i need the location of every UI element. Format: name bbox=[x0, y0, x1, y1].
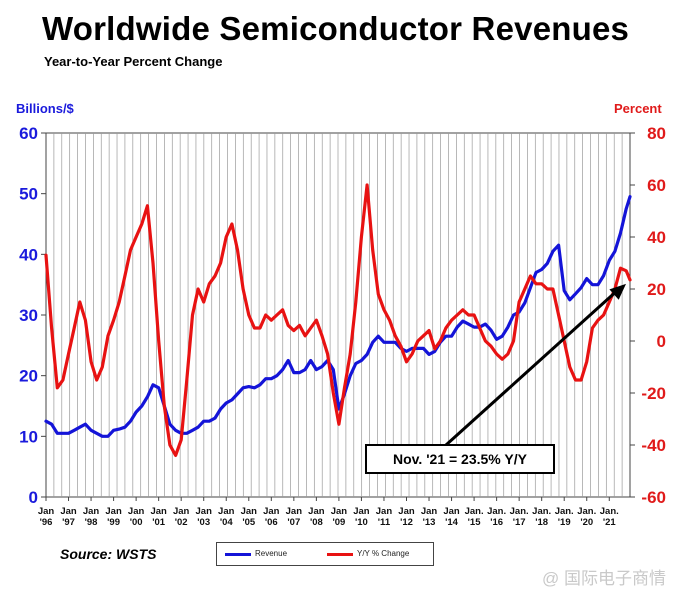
left-tick-label: 40 bbox=[19, 245, 38, 264]
legend-label-yoy: Y/Y % Change bbox=[357, 549, 410, 558]
x-tick-year: '06 bbox=[265, 517, 278, 528]
x-tick-year: '05 bbox=[242, 517, 256, 528]
vertical-grid bbox=[53, 133, 623, 497]
x-tick-year: '19 bbox=[558, 517, 571, 528]
chart-title: Worldwide Semiconductor Revenues bbox=[42, 10, 630, 47]
annotation-box bbox=[365, 444, 555, 474]
x-tick-year: '09 bbox=[332, 517, 345, 528]
x-tick-month: Jan. bbox=[555, 506, 574, 517]
right-tick-label: 80 bbox=[647, 124, 666, 143]
x-tick-year: '12 bbox=[400, 517, 413, 528]
x-tick-month: Jan bbox=[331, 506, 348, 517]
right-axis-label: Percent bbox=[614, 101, 662, 116]
x-tick-month: Jan bbox=[241, 506, 258, 517]
watermark-text: @ 国际电子商情 bbox=[542, 569, 666, 588]
left-tick-label: 20 bbox=[19, 367, 38, 386]
right-tick-label: -40 bbox=[641, 436, 666, 455]
left-tick-label: 0 bbox=[29, 488, 38, 507]
x-tick-month: Jan. bbox=[510, 506, 529, 517]
x-tick-month: Jan bbox=[421, 506, 438, 517]
legend: Revenue Y/Y % Change bbox=[216, 542, 434, 566]
x-tick-year: '08 bbox=[310, 517, 323, 528]
x-tick-year: '99 bbox=[107, 517, 120, 528]
left-tick-label: 30 bbox=[19, 306, 38, 325]
x-tick-year: '02 bbox=[175, 517, 188, 528]
x-tick-month: Jan bbox=[376, 506, 393, 517]
x-tick-month: Jan. bbox=[465, 506, 484, 517]
x-tick-month: Jan bbox=[128, 506, 145, 517]
legend-label-revenue: Revenue bbox=[255, 549, 288, 558]
x-tick-month: Jan bbox=[353, 506, 370, 517]
legend-swatch-revenue bbox=[225, 553, 251, 556]
x-tick-year: '97 bbox=[62, 517, 75, 528]
x-tick-month: Jan bbox=[398, 506, 415, 517]
x-tick-month: Jan. bbox=[577, 506, 596, 517]
x-tick-year: '15 bbox=[468, 517, 482, 528]
legend-swatch-yoy bbox=[327, 553, 353, 556]
right-tick-label: 0 bbox=[657, 332, 666, 351]
right-tick-label: 40 bbox=[647, 228, 666, 247]
revenue-line bbox=[44, 195, 632, 438]
x-tick-year: '04 bbox=[220, 517, 234, 528]
x-tick-month: Jan bbox=[196, 506, 213, 517]
x-tick-year: '96 bbox=[40, 517, 53, 528]
x-tick-year: '10 bbox=[355, 517, 368, 528]
x-tick-month: Jan. bbox=[532, 506, 551, 517]
left-tick-label: 50 bbox=[19, 185, 38, 204]
left-axis-label: Billions/$ bbox=[16, 101, 74, 116]
x-tick-month: Jan. bbox=[487, 506, 506, 517]
annotation-text: Nov. '21 = 23.5% Y/Y bbox=[393, 451, 528, 467]
annotation-arrow-head bbox=[609, 283, 626, 300]
annotation-arrow-line bbox=[444, 288, 620, 447]
watermark: @ 国际电子商情 bbox=[538, 558, 690, 592]
left-tick-label: 60 bbox=[19, 124, 38, 143]
x-tick-month: Jan bbox=[308, 506, 325, 517]
right-tick-label: 20 bbox=[647, 280, 666, 299]
source-note: Source: WSTS bbox=[60, 546, 157, 562]
x-tick-month: Jan bbox=[443, 506, 460, 517]
x-tick-year: '21 bbox=[603, 517, 617, 528]
x-tick-month: Jan bbox=[150, 506, 167, 517]
x-tick-year: '13 bbox=[423, 517, 436, 528]
x-tick-month: Jan bbox=[38, 506, 55, 517]
left-tick-label: 10 bbox=[19, 427, 38, 446]
x-tick-year: '14 bbox=[445, 517, 459, 528]
x-tick-year: '98 bbox=[85, 517, 98, 528]
x-tick-month: Jan bbox=[60, 506, 77, 517]
x-tick-month: Jan bbox=[83, 506, 100, 517]
x-tick-year: '11 bbox=[378, 517, 391, 528]
x-tick-year: '07 bbox=[287, 517, 300, 528]
x-tick-month: Jan bbox=[263, 506, 280, 517]
x-tick-month: Jan bbox=[105, 506, 122, 517]
x-tick-year: '16 bbox=[490, 517, 503, 528]
chart-subtitle: Year-to-Year Percent Change bbox=[44, 54, 223, 69]
right-tick-label: -20 bbox=[641, 384, 666, 403]
x-tick-year: '17 bbox=[513, 517, 526, 528]
x-tick-month: Jan bbox=[173, 506, 190, 517]
right-tick-label: 60 bbox=[647, 176, 666, 195]
x-tick-year: '01 bbox=[152, 517, 166, 528]
yoy-change-line bbox=[44, 183, 632, 457]
x-tick-month: Jan. bbox=[600, 506, 619, 517]
x-tick-month: Jan bbox=[286, 506, 303, 517]
right-tick-label: -60 bbox=[641, 488, 666, 507]
x-tick-month: Jan bbox=[218, 506, 235, 517]
x-tick-year: '20 bbox=[580, 517, 593, 528]
x-tick-year: '18 bbox=[535, 517, 548, 528]
x-tick-year: '00 bbox=[130, 517, 143, 528]
x-tick-year: '03 bbox=[197, 517, 210, 528]
